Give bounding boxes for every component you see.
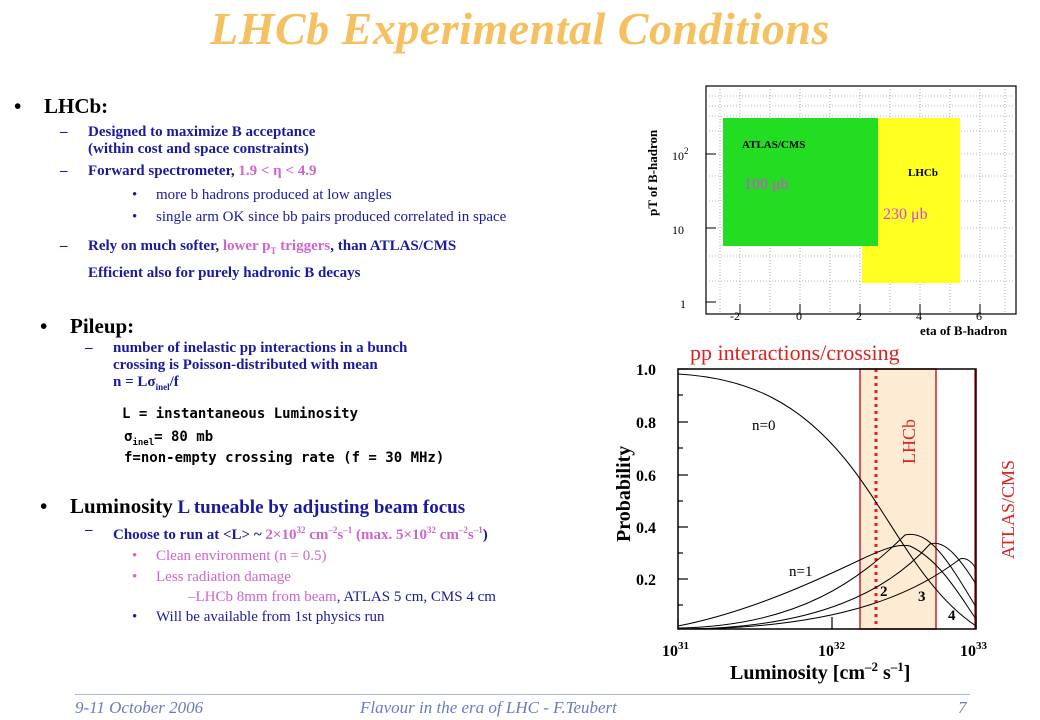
pileup-y-ticks <box>677 368 977 629</box>
curve-n2 <box>677 533 977 629</box>
pileup-xtick: 1031 <box>662 640 689 660</box>
acceptance-ytick: 102 <box>672 146 689 163</box>
lhcb-sub-angles: • more b hadrons produced at low angles <box>132 187 392 203</box>
slide-title: LHCb Experimental Conditions <box>210 3 830 54</box>
pileup-ylabel: Probability <box>613 446 635 542</box>
pileup-def-crossing-rate: f=non-empty crossing rate (f = 30 MHz) <box>124 450 445 466</box>
lhcb-acceptance-region <box>862 118 960 283</box>
footer-page-number: 7 <box>958 698 967 717</box>
lhcb-heading: • LHCb: <box>14 94 109 118</box>
acceptance-xlabel: eta of B-hadron <box>920 323 1008 338</box>
pileup-ytick: 0.4 <box>636 520 656 537</box>
pileup-plot-title: pp interactions/crossing <box>690 340 900 365</box>
footer-event: Flavour in the era of LHC - F.Teubert <box>360 698 617 717</box>
curve-label-n4: 4 <box>948 608 956 624</box>
curve-label-n0: n=0 <box>752 418 775 434</box>
acceptance-ytick: 1 <box>680 297 686 311</box>
acceptance-xtick: -2 <box>730 309 740 323</box>
luminosity-choose: – Choose to run at <L> ~ 2×1032 cm–2s–1 (… <box>85 522 488 543</box>
pileup-xtick: 1033 <box>960 640 988 660</box>
pileup-ytick: 0.6 <box>636 468 656 485</box>
acceptance-xtick: 0 <box>796 309 802 323</box>
curve-n1 <box>677 544 977 627</box>
lhcb-item-forward: – Forward spectrometer, 1.9 < η < 4.9 <box>60 163 317 179</box>
pileup-ytick: 1.0 <box>636 364 656 379</box>
pileup-ytick: 0.8 <box>636 415 656 432</box>
pileup-frame <box>677 368 977 630</box>
pileup-description: – number of inelastic pp interactions in … <box>85 340 408 392</box>
atlas-cms-label: ATLAS/CMS <box>742 139 805 151</box>
curve-n0 <box>677 373 977 627</box>
curve-label-n1: n=1 <box>789 564 812 580</box>
pileup-plot: n=0 n=1 2 3 4 LHCb ATLAS/CMS 1.0 0.8 0.6… <box>613 364 1018 684</box>
pileup-def-sigma: σinel= 80 mb <box>124 429 214 448</box>
lhcb-item-design: – Designed to maximize B acceptance (withi… <box>60 124 316 157</box>
acceptance-ylabel: pT of B-hadron <box>645 129 660 216</box>
footer-date: 9-11 October 2006 <box>75 698 204 717</box>
curve-n4 <box>677 558 977 630</box>
curve-n3 <box>677 542 977 630</box>
atlas-cms-band-label: ATLAS/CMS <box>998 460 1018 559</box>
pileup-xlabel: Luminosity [cm–2 s–1] <box>730 659 910 684</box>
luminosity-sub-clean: • Clean environment (n = 0.5) <box>132 548 327 564</box>
acceptance-axis-ticks <box>706 153 981 314</box>
acceptance-xtick: 6 <box>976 309 982 323</box>
lhcb-sub-single-arm: • single arm OK since bb pairs produced c… <box>132 209 507 225</box>
acceptance-xtick: 2 <box>856 309 862 323</box>
footer-divider <box>75 694 970 695</box>
bullet: • <box>14 94 22 118</box>
atlas-cms-acceptance-region <box>723 118 878 246</box>
lhcb-label: LHCb <box>908 167 938 179</box>
lhcb-xsec: 230 μb <box>883 206 928 223</box>
pileup-xtick: 1032 <box>818 640 846 660</box>
lhcb-band-label: LHCb <box>899 419 919 464</box>
luminosity-sub-available: • Will be available from 1st physics run <box>132 609 385 625</box>
curve-label-n2: 2 <box>880 584 888 600</box>
atlas-cms-xsec: 100 μb <box>744 176 789 193</box>
pileup-ytick: 0.2 <box>636 572 656 589</box>
acceptance-ytick: 10 <box>672 223 684 237</box>
luminosity-sub-distances: –LHCb 8mm from beam, ATLAS 5 cm, CMS 4 c… <box>188 589 496 605</box>
acceptance-plot: ATLAS/CMS 100 μb LHCb 230 μb 102 10 1 -2… <box>645 85 1017 338</box>
lhcb-item-triggers: – Rely on much softer, lower pT triggers,… <box>60 238 457 281</box>
pileup-def-luminosity: L = instantaneous Luminosity <box>122 406 359 422</box>
pileup-heading: • Pileup: <box>40 314 135 338</box>
luminosity-heading: • Luminosity L tuneable by adjusting beam… <box>40 494 466 518</box>
curve-label-n3: 3 <box>918 589 926 605</box>
acceptance-xtick: 4 <box>916 309 922 323</box>
luminosity-sub-radiation: • Less radiation damage <box>132 569 291 585</box>
